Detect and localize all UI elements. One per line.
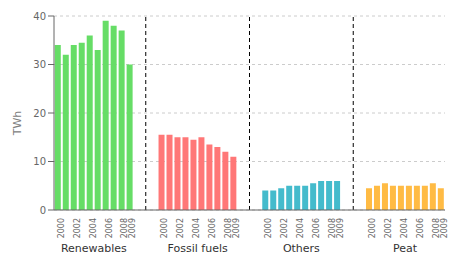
svg-text:2004: 2004 [89, 218, 98, 238]
svg-text:Renewables: Renewables [61, 242, 127, 255]
svg-text:2009: 2009 [232, 218, 241, 238]
svg-text:2002: 2002 [73, 218, 82, 238]
svg-text:2006: 2006 [312, 218, 321, 238]
svg-text:2009: 2009 [440, 218, 449, 238]
svg-text:2000: 2000 [264, 218, 273, 238]
svg-text:2006: 2006 [416, 218, 425, 238]
svg-text:2004: 2004 [192, 218, 201, 238]
svg-text:10: 10 [33, 156, 46, 167]
svg-text:2000: 2000 [368, 218, 377, 238]
svg-text:Fossil fuels: Fossil fuels [168, 242, 228, 255]
svg-text:TWh: TWh [11, 111, 24, 137]
svg-text:Peat: Peat [393, 242, 418, 255]
svg-text:2008: 2008 [328, 218, 337, 239]
svg-text:30: 30 [33, 59, 46, 70]
svg-text:2006: 2006 [208, 218, 217, 238]
svg-text:2004: 2004 [400, 218, 409, 238]
svg-text:20: 20 [33, 108, 46, 119]
svg-text:2002: 2002 [384, 218, 393, 238]
svg-text:2008: 2008 [431, 218, 441, 239]
svg-text:2002: 2002 [280, 218, 289, 238]
svg-text:2006: 2006 [105, 218, 114, 238]
svg-text:0: 0 [40, 205, 46, 216]
svg-text:2000: 2000 [57, 218, 66, 238]
svg-text:40: 40 [33, 11, 46, 22]
svg-text:2000: 2000 [160, 218, 169, 238]
svg-text:2009: 2009 [336, 218, 345, 238]
svg-text:Others: Others [283, 242, 320, 255]
svg-text:2009: 2009 [128, 218, 137, 238]
svg-text:2008: 2008 [120, 218, 130, 239]
svg-text:2008: 2008 [224, 218, 234, 239]
svg-text:2002: 2002 [176, 218, 185, 238]
svg-text:2004: 2004 [296, 218, 305, 238]
